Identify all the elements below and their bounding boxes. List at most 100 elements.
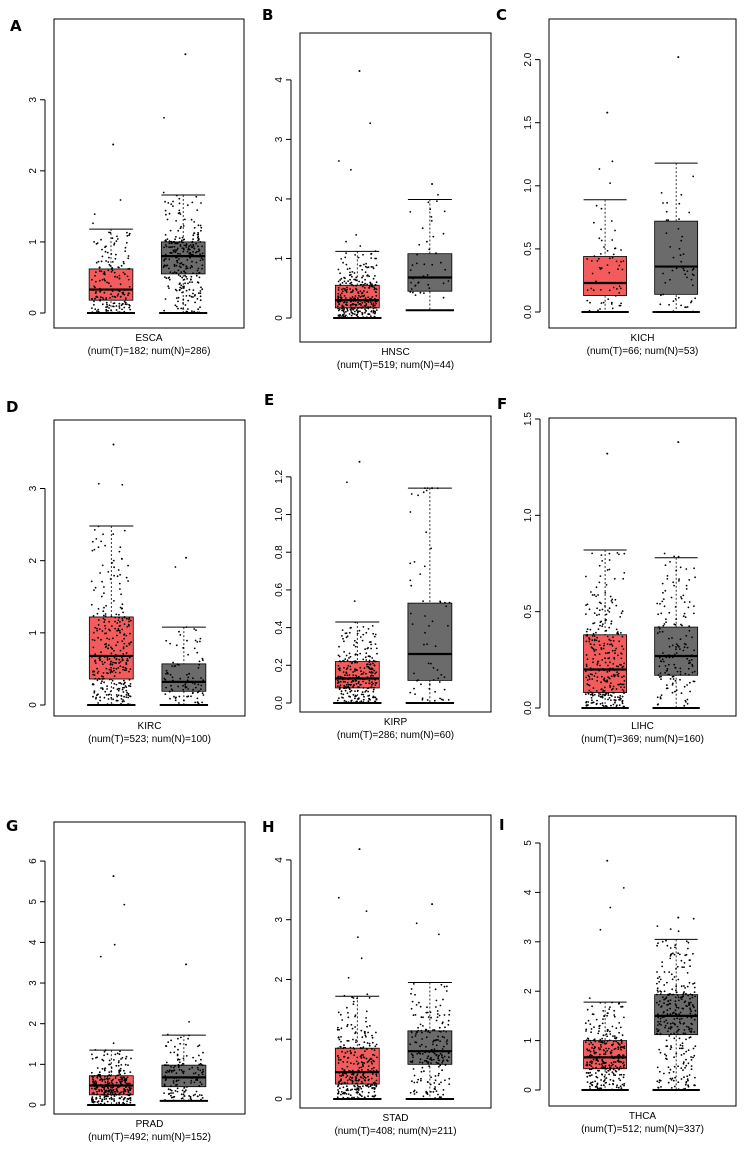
data-point: [680, 1017, 683, 1020]
data-point: [414, 693, 416, 695]
y-tick-label: 1.0: [523, 178, 534, 192]
data-point: [175, 289, 178, 292]
data-point: [105, 604, 107, 607]
data-point: [118, 302, 121, 305]
data-point: [128, 643, 131, 646]
data-point: [111, 295, 114, 298]
data-point: [591, 693, 594, 695]
data-point: [92, 646, 95, 649]
data-point: [202, 258, 204, 261]
data-point: [191, 201, 194, 204]
data-point: [340, 1079, 342, 1082]
data-point: [372, 682, 375, 685]
data-point: [591, 691, 594, 694]
data-point: [443, 1036, 446, 1039]
data-point: [351, 661, 354, 664]
y-tick-label: 0.5: [523, 604, 534, 618]
data-point: [694, 1076, 696, 1079]
data-point: [354, 1026, 356, 1028]
data-point: [115, 240, 118, 243]
data-point: [588, 608, 591, 611]
data-point: [177, 229, 180, 232]
data-point: [365, 659, 368, 661]
data-point: [599, 1053, 601, 1056]
data-point: [125, 696, 128, 698]
box-t: [86, 143, 136, 314]
max-point: [677, 441, 680, 444]
data-point: [107, 1093, 109, 1095]
data-point: [620, 1042, 623, 1044]
data-point: [352, 1062, 355, 1065]
data-point: [693, 649, 695, 652]
data-point: [365, 1020, 367, 1023]
data-point: [623, 552, 626, 555]
data-point: [417, 1078, 420, 1081]
data-point: [687, 994, 689, 997]
data-point: [353, 297, 355, 300]
data-point: [374, 311, 377, 314]
data-point: [103, 592, 105, 595]
data-point: [116, 575, 119, 578]
data-point: [620, 632, 622, 634]
data-point: [623, 686, 626, 689]
data-point: [622, 1054, 625, 1057]
data-point: [354, 1077, 357, 1080]
data-point: [127, 685, 130, 687]
data-point: [129, 619, 132, 622]
data-point: [124, 1057, 127, 1060]
data-point: [128, 1093, 131, 1096]
data-point: [366, 1042, 369, 1044]
data-point: [192, 1072, 195, 1075]
data-point: [615, 1086, 618, 1089]
data-point: [101, 1067, 104, 1070]
data-point: [375, 671, 378, 674]
data-point: [346, 635, 349, 638]
data-point: [172, 205, 174, 208]
data-point: [128, 670, 130, 673]
data-point: [682, 1061, 685, 1064]
data-point: [684, 273, 687, 276]
data-point: [345, 668, 348, 671]
data-point: [689, 1036, 692, 1038]
data-point: [188, 294, 191, 297]
data-point: [359, 636, 362, 638]
data-point: [102, 663, 104, 665]
data-point: [439, 697, 441, 700]
data-point: [194, 1060, 197, 1062]
data-point: [126, 625, 129, 628]
data-point: [118, 1101, 120, 1104]
data-point: [345, 632, 348, 634]
data-point: [430, 1059, 433, 1062]
data-point: [351, 303, 354, 306]
data-point: [599, 575, 602, 577]
data-point: [350, 273, 352, 276]
y-tick-label: 3: [28, 980, 39, 986]
data-point: [413, 1093, 416, 1095]
data-point: [678, 953, 681, 956]
data-point: [100, 638, 102, 641]
data-point: [374, 700, 376, 703]
data-point: [621, 1083, 624, 1086]
data-point: [596, 614, 598, 616]
data-point: [688, 601, 691, 603]
max-point: [112, 875, 115, 878]
data-point: [671, 682, 674, 685]
data-point: [598, 168, 601, 170]
data-point: [186, 1086, 188, 1088]
data-point: [339, 669, 341, 672]
data-point: [349, 1050, 352, 1052]
data-point: [585, 676, 588, 679]
data-point: [586, 1075, 589, 1078]
data-point: [591, 1047, 593, 1049]
data-point: [175, 1080, 178, 1083]
data-point: [673, 584, 675, 587]
data-point: [439, 1064, 442, 1067]
data-point: [125, 669, 127, 672]
data-point: [196, 701, 199, 704]
data-point: [174, 304, 177, 307]
data-point: [597, 1032, 600, 1035]
data-point: [174, 699, 177, 702]
data-point: [355, 234, 358, 236]
data-point: [596, 662, 599, 665]
data-point: [347, 1056, 350, 1059]
